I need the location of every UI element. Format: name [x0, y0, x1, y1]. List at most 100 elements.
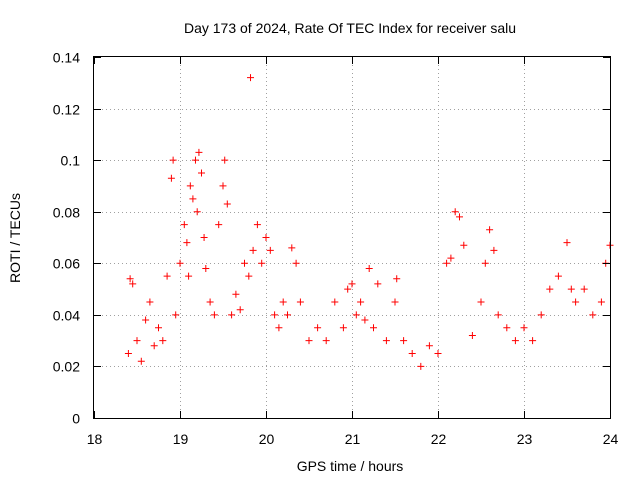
data-point — [352, 311, 360, 319]
data-point — [221, 156, 229, 164]
data-point — [195, 148, 203, 156]
data-point — [408, 350, 416, 358]
data-point — [146, 298, 154, 306]
data-point — [339, 324, 347, 332]
data-point — [133, 337, 141, 345]
data-point — [202, 264, 210, 272]
y-tick-label: 0.06 — [53, 256, 80, 272]
data-point — [219, 182, 227, 190]
data-point — [189, 195, 197, 203]
data-point — [468, 331, 476, 339]
data-point — [271, 311, 279, 319]
data-point — [228, 311, 236, 319]
data-point — [348, 280, 356, 288]
data-point — [129, 280, 137, 288]
x-tick-label: 20 — [259, 431, 275, 447]
data-point — [447, 254, 455, 262]
data-point — [357, 298, 365, 306]
data-point — [279, 298, 287, 306]
x-axis-label: GPS time / hours — [297, 458, 404, 474]
data-point — [232, 290, 240, 298]
data-point — [191, 156, 199, 164]
data-point — [344, 285, 352, 293]
y-tick-label: 0.02 — [53, 359, 80, 375]
data-point — [284, 311, 291, 319]
y-axis-label: ROTI / TECUs — [7, 193, 23, 283]
plot-frame — [93, 56, 611, 419]
y-tick-label: 0.04 — [53, 308, 80, 324]
data-point — [167, 174, 175, 182]
grid-lines — [94, 57, 610, 418]
data-point — [247, 74, 255, 82]
data-point — [563, 239, 571, 247]
data-point — [198, 169, 205, 177]
data-point — [253, 221, 261, 229]
data-point — [494, 311, 502, 319]
data-point — [537, 311, 545, 319]
data-points — [124, 74, 614, 370]
data-point — [589, 311, 597, 319]
data-point — [206, 298, 214, 306]
data-point — [137, 357, 145, 365]
data-point — [142, 316, 150, 324]
data-point — [391, 298, 399, 306]
data-point — [314, 324, 322, 332]
data-point — [258, 259, 266, 267]
data-point — [305, 337, 313, 345]
data-point — [370, 324, 377, 332]
data-point — [511, 337, 519, 345]
x-tick-label: 22 — [431, 431, 447, 447]
y-tick-label: 0.08 — [53, 205, 80, 221]
data-point — [503, 324, 511, 332]
x-tick-label: 23 — [517, 431, 533, 447]
x-tick-label: 21 — [345, 431, 361, 447]
data-point — [529, 337, 537, 345]
x-tick-label: 19 — [173, 431, 189, 447]
data-point — [150, 342, 158, 350]
y-tick-label: 0.1 — [61, 153, 81, 169]
data-point — [597, 298, 605, 306]
data-point — [486, 226, 494, 234]
data-point — [176, 259, 184, 267]
data-point — [126, 275, 134, 283]
data-point — [262, 234, 270, 241]
data-point — [456, 213, 463, 221]
data-point — [520, 324, 528, 332]
data-point — [425, 342, 433, 350]
data-point — [361, 316, 369, 324]
data-point — [490, 246, 498, 254]
data-point — [288, 244, 296, 252]
y-tick-label: 0.14 — [53, 50, 80, 66]
data-point — [393, 275, 401, 283]
data-point — [210, 311, 218, 319]
data-point — [481, 259, 489, 267]
data-point — [172, 311, 180, 319]
data-point — [417, 362, 425, 370]
data-point — [572, 298, 580, 306]
data-point — [400, 337, 408, 345]
data-point — [322, 337, 330, 345]
data-point — [443, 259, 451, 267]
chart-title: Day 173 of 2024, Rate Of TEC Index for r… — [184, 20, 516, 36]
data-point — [296, 298, 304, 306]
data-point — [241, 259, 248, 267]
data-point — [275, 324, 283, 332]
data-point — [163, 272, 171, 280]
data-point — [460, 241, 468, 249]
data-point — [215, 221, 223, 229]
data-point — [185, 272, 193, 280]
data-point — [365, 264, 373, 272]
data-point — [554, 272, 562, 280]
data-point — [546, 285, 554, 293]
x-tick-label: 24 — [603, 431, 619, 447]
data-point — [292, 259, 300, 267]
axis-ticks: 18 19 20 21 22 23 24 0 0.02 0.04 0.06 0.08 0.1 0.12 0.… — [53, 50, 619, 448]
data-point — [382, 337, 390, 345]
data-point — [169, 156, 177, 164]
data-point — [236, 306, 244, 314]
data-point — [374, 280, 382, 288]
y-tick-label: 0.12 — [53, 102, 80, 118]
data-point — [580, 285, 588, 293]
data-point — [567, 285, 575, 293]
